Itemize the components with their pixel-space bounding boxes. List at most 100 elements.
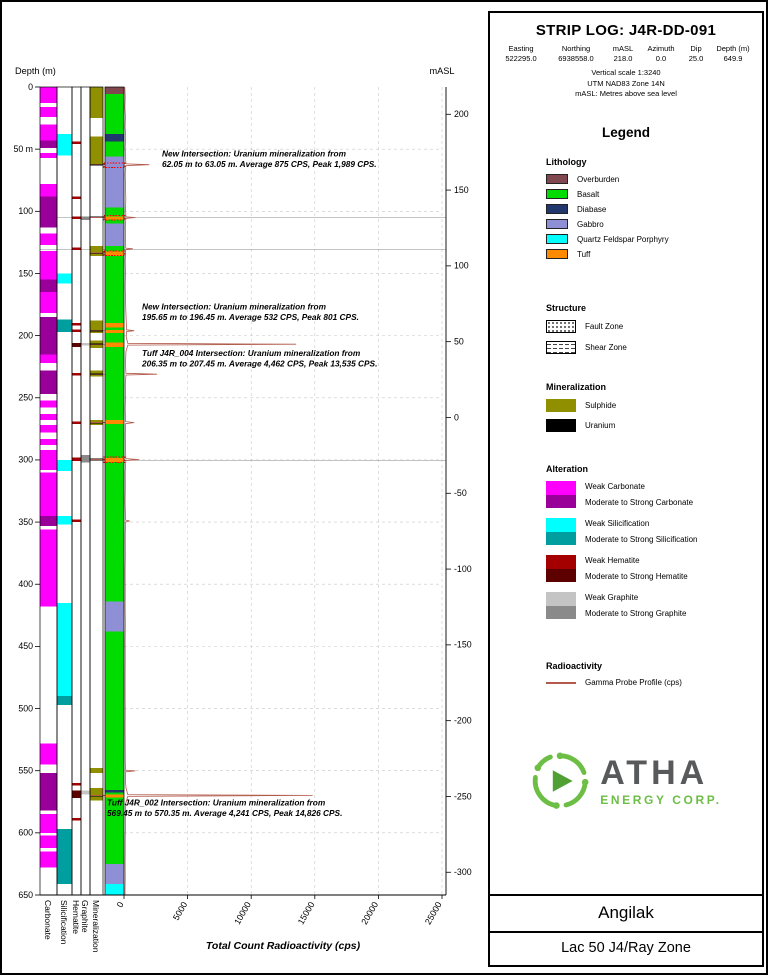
legend-section-mineralization: Mineralization Sulphide Uranium (546, 382, 756, 432)
structure-item: Shear Zone (546, 341, 756, 354)
alteration-weak-swatch (546, 592, 576, 606)
svg-text:62.05 m to 63.05 m. Average 87: 62.05 m to 63.05 m. Average 875 CPS, Pea… (162, 159, 377, 169)
alteration-strong-swatch (546, 568, 576, 582)
structure-item: Fault Zone (546, 320, 756, 333)
lithology-color-chip (546, 249, 568, 259)
svg-text:50: 50 (454, 336, 464, 346)
mineralization-column (90, 87, 124, 801)
lithology-item-label: Gabbro (577, 219, 604, 229)
lithology-item-label: Tuff (577, 249, 591, 259)
alteration-labels: Weak Silicification Moderate to Strong Si… (585, 518, 698, 545)
alteration-weak-swatch (546, 555, 576, 569)
dashes-pattern-chip (546, 341, 576, 354)
svg-text:0: 0 (454, 412, 459, 422)
legend-section-alteration: Alteration Weak Carbonate Moderate to Stro… (546, 464, 756, 619)
svg-text:-150: -150 (454, 640, 472, 650)
collar-value-northing: 6938558.0 (558, 54, 594, 63)
collar-header-easting: Easting (508, 44, 534, 53)
lithology-item: Overburden (546, 174, 756, 184)
svg-text:-250: -250 (454, 791, 472, 801)
lithology-color-chip (546, 219, 568, 229)
svg-text:100: 100 (18, 206, 33, 216)
svg-text:569.45 m to 570.35 m. Average: 569.45 m to 570.35 m. Average 4,241 CPS,… (107, 808, 342, 818)
svg-text:100: 100 (454, 261, 469, 271)
alteration-strong-swatch (546, 494, 576, 508)
alteration-group: Weak Carbonate Moderate to Strong Carbona… (546, 481, 756, 508)
radioactivity-item: Gamma Probe Profile (cps) (546, 678, 756, 687)
svg-text:200: 200 (454, 109, 469, 119)
alteration-strong-label: Moderate to Strong Carbonate (585, 498, 694, 507)
svg-text:Silicification: Silicification (59, 900, 69, 945)
collar-value-masl: 218.0 (613, 54, 633, 63)
mineralization-item: Uranium (546, 419, 756, 432)
legend-section-radioactivity: Radioactivity Gamma Probe Profile (cps) (546, 661, 756, 687)
radioactivity-axis-title: Total Count Radioactivity (cps) (206, 940, 361, 952)
lithology-item-label: Basalt (577, 189, 600, 199)
svg-text:New Intersection: Uranium mine: New Intersection: Uranium mineralization… (142, 302, 327, 312)
mineralization-section-title: Mineralization (546, 382, 607, 392)
scale-note: Vertical scale 1:3240 (591, 68, 661, 77)
lithology-item: Basalt (546, 189, 756, 199)
svg-text:50 m: 50 m (13, 144, 33, 154)
project-name: Angilak (490, 896, 762, 933)
panel-main: STRIP LOG: J4R-DD-091 Easting Northing m… (490, 13, 762, 894)
lithology-item: Diabase (546, 204, 756, 214)
svg-text:-200: -200 (454, 715, 472, 725)
svg-text:Mineralization: Mineralization (91, 900, 101, 953)
lithology-item-label: Diabase (577, 204, 607, 214)
alteration-weak-label: Weak Silicification (585, 519, 650, 528)
zone-name: Lac 50 J4/Ray Zone (561, 940, 691, 956)
legend-title: Legend (601, 125, 650, 140)
alteration-weak-label: Weak Hematite (585, 556, 640, 565)
svg-text:400: 400 (18, 579, 33, 589)
alteration-strong-label: Moderate to Strong Graphite (585, 609, 687, 618)
mineralization-item-label: Sulphide (585, 401, 617, 410)
gamma-line-sample (546, 681, 576, 684)
atha-logo: ATHA ENERGY CORP. (490, 751, 762, 811)
svg-text:15000: 15000 (296, 900, 317, 926)
svg-text:0: 0 (115, 900, 126, 909)
alteration-strong-swatch (546, 531, 576, 545)
alteration-weak-label: Weak Carbonate (585, 482, 645, 491)
svg-text:Graphite: Graphite (80, 900, 90, 933)
strip-log-chart: 050 m10015020025030035040045050055060065… (13, 66, 471, 953)
alteration-weak-swatch (546, 481, 576, 495)
svg-text:-300: -300 (454, 867, 472, 877)
annotations: New Intersection: Uranium mineralization… (107, 149, 377, 818)
structure-item-label: Shear Zone (585, 343, 627, 352)
alteration-strong-label: Moderate to Strong Silicification (585, 535, 698, 544)
lithology-item: Tuff (546, 249, 756, 259)
svg-text:600: 600 (18, 828, 33, 838)
lithology-section-title: Lithology (546, 157, 587, 167)
collar-info-table: Easting Northing mASL Azimuth Dip Depth … (490, 44, 762, 63)
mineralization-item-label: Uranium (585, 421, 616, 430)
collar-value-dip: 25.0 (688, 54, 704, 63)
alteration-labels: Weak Hematite Moderate to Strong Hematite (585, 555, 688, 582)
masl-axis: 200 150 100 50 0 -50 -100 -150 -200 -250 -300 mASL (429, 66, 471, 877)
svg-text:20000: 20000 (359, 900, 380, 926)
alteration-columns (40, 87, 90, 884)
radioactivity-item-label: Gamma Probe Profile (cps) (585, 678, 682, 687)
lithology-color-chip (546, 189, 568, 199)
svg-text:650: 650 (18, 890, 33, 900)
radioactivity-section-title: Radioactivity (546, 661, 603, 671)
svg-text:5000: 5000 (171, 900, 189, 922)
alteration-weak-swatch (546, 518, 576, 532)
collar-header-masl: mASL (612, 44, 634, 53)
collar-value-azimuth: 0.0 (655, 54, 667, 63)
info-panel: STRIP LOG: J4R-DD-091 Easting Northing m… (488, 11, 764, 967)
svg-text:25000: 25000 (423, 900, 444, 926)
svg-text:-100: -100 (454, 564, 472, 574)
svg-text:Hematite: Hematite (71, 900, 81, 934)
alteration-strong-label: Moderate to Strong Hematite (585, 572, 688, 581)
collar-header-azimuth: Azimuth (647, 44, 675, 53)
collar-header-northing: Northing (561, 44, 591, 53)
alteration-weak-label: Weak Graphite (585, 593, 639, 602)
masl-note: mASL: Metres above sea level (575, 89, 677, 98)
depth-axis: 0 50 m 100 150 200 250 300 350 400 450 500 550 600 65… (13, 66, 55, 900)
utm-note: UTM NAD83 Zone 14N (587, 78, 665, 88)
gamma-probe-profile (124, 86, 313, 895)
legend-body: Lithology Overburden Basalt Diabase Gabbro Qu… (490, 157, 762, 687)
alteration-group: Weak Silicification Moderate to Strong Si… (546, 518, 756, 545)
alteration-color-chip (546, 481, 576, 508)
